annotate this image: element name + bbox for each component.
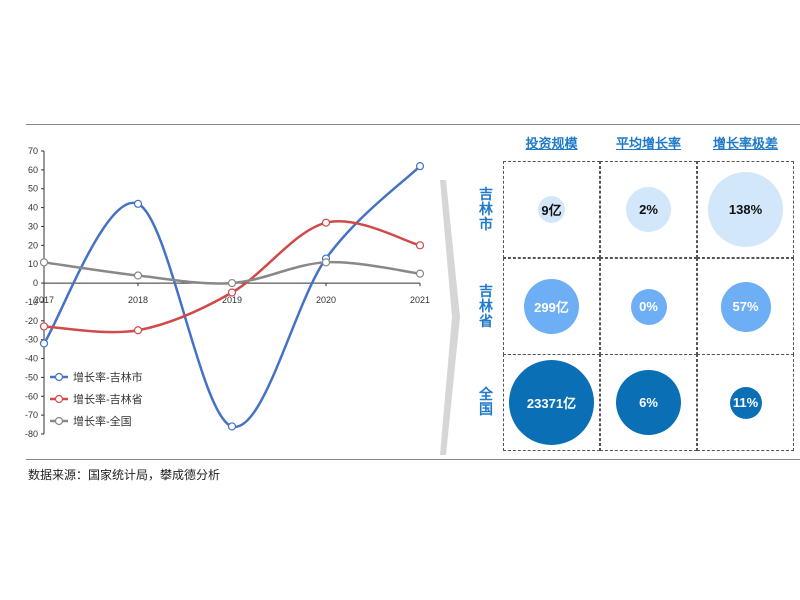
legend-marker [54, 416, 64, 426]
y-tick-label: 10 [28, 259, 38, 269]
bubble-value: 0% [639, 299, 658, 314]
x-tick-label: 2020 [316, 295, 336, 305]
matrix-cell: 9亿 [503, 161, 600, 258]
bubble-value: 9亿 [541, 203, 562, 218]
data-point [321, 258, 331, 267]
data-point [415, 161, 425, 171]
data-point [133, 326, 143, 335]
legend-label: 增长率-吉林市 [73, 370, 143, 384]
bubble-value: 11% [732, 395, 759, 410]
y-tick-label: -50 [25, 372, 38, 382]
series-line [43, 220, 421, 334]
value-bubble: 299亿 [524, 279, 579, 334]
y-tick-label: 50 [28, 184, 38, 194]
series-line [42, 165, 421, 428]
bottom-rule [26, 459, 800, 460]
matrix-cell: 23371亿 [503, 354, 600, 451]
y-tick-label: -10 [25, 297, 38, 307]
data-point [321, 218, 331, 227]
column-header: 增长率极差 [712, 136, 778, 151]
y-tick-label: -20 [25, 316, 38, 326]
y-tick-label: -40 [25, 354, 38, 364]
value-bubble: 23371亿 [509, 360, 594, 445]
bubble-value: 57% [732, 299, 759, 314]
value-bubble: 11% [729, 386, 762, 419]
y-tick-label: 30 [28, 221, 38, 231]
matrix-cell: 138% [697, 161, 794, 258]
bubble-value: 2% [639, 202, 658, 217]
data-point [227, 422, 237, 431]
value-bubble: 57% [720, 281, 771, 332]
x-tick-label: 2019 [222, 295, 242, 305]
x-tick-label: 2017 [34, 295, 54, 305]
y-tick-label: 0 [33, 278, 38, 288]
matrix-cell: 57% [697, 258, 794, 355]
y-tick-label: 70 [28, 146, 38, 156]
data-point [39, 322, 49, 331]
data-point [133, 271, 143, 280]
y-tick-label: -80 [25, 429, 38, 439]
bubble-value: 299亿 [534, 300, 569, 315]
legend-marker [54, 394, 64, 404]
top-rule [26, 124, 800, 125]
value-bubble: 2% [626, 187, 671, 232]
source-note: 数据来源：国家统计局，攀成德分析 [28, 468, 221, 482]
row-label: 吉林省 [479, 282, 493, 329]
y-tick-label: -70 [25, 410, 38, 420]
x-tick-label: 2018 [128, 295, 148, 305]
y-tick-label: 60 [28, 165, 38, 175]
bubble-value: 6% [639, 395, 658, 410]
legend-label: 增长率-吉林省 [73, 392, 143, 406]
y-tick-label: -60 [25, 391, 38, 401]
column-header: 平均增长率 [615, 136, 681, 151]
matrix-cell: 0% [600, 258, 697, 355]
matrix-cell: 299亿 [503, 258, 600, 355]
matrix-cell: 2% [600, 161, 697, 258]
bubble-value: 23371亿 [526, 396, 577, 411]
data-point [39, 339, 49, 348]
data-point [39, 258, 49, 267]
legend-label: 增长率-全国 [73, 414, 132, 428]
column-header: 投资规模 [525, 136, 578, 151]
data-point [133, 199, 143, 208]
row-label: 吉林市 [479, 185, 493, 232]
value-bubble: 0% [630, 288, 667, 325]
y-tick-label: 40 [28, 203, 38, 213]
legend-marker [54, 372, 64, 382]
y-tick-label: 20 [28, 240, 38, 250]
matrix-cell: 11% [697, 354, 794, 451]
x-tick-label: 2021 [410, 295, 430, 305]
data-point [227, 288, 237, 297]
data-point [415, 241, 425, 250]
data-point [227, 278, 237, 288]
row-label: 全国 [479, 386, 493, 417]
value-bubble: 9亿 [538, 196, 565, 223]
bubble-value: 138% [728, 202, 763, 217]
matrix-cell: 6% [600, 354, 697, 451]
data-point [415, 269, 425, 278]
value-bubble: 6% [616, 370, 681, 435]
arrow-chevron-icon [440, 180, 460, 455]
line-chart: 70 60 50 40 30 20 10 0 -10 -20 -30 -40 -50 -60 -70 -80 2… [25, 146, 430, 439]
y-tick-label: -30 [25, 335, 38, 345]
value-bubble: 138% [708, 172, 783, 247]
